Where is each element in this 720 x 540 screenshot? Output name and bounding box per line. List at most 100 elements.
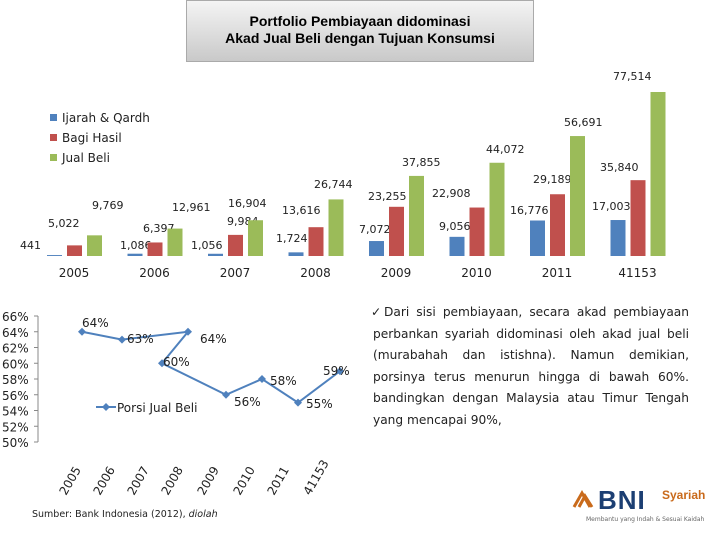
bar-value-label: 12,961 [172, 201, 211, 214]
x-tick-label: 2011 [542, 266, 573, 280]
slide-title-line-1: Portfolio Pembiayaan didominasi [249, 13, 471, 29]
bar-2005-jual-beli [87, 235, 102, 256]
point-label: 55% [306, 397, 333, 411]
bar-value-label: 6,397 [143, 222, 175, 235]
series-line-porsi-jual-beli [81, 330, 341, 404]
legend-swatch [50, 154, 57, 161]
bar-value-label: 1,086 [120, 239, 152, 252]
x-tick-label: 2005 [59, 266, 90, 280]
bar-2006-bagi-hasil [147, 242, 163, 256]
bar-value-label: 5,022 [48, 217, 80, 230]
x-tick-label: 2008 [300, 266, 331, 280]
bar-value-label: 29,189 [533, 173, 572, 186]
bar-2008-bagi-hasil [308, 227, 324, 256]
bar-2011-ijarah [530, 220, 545, 256]
bni-mark-icon [572, 489, 594, 508]
bar-2007-jual-beli [248, 220, 263, 256]
x-tick-label: 2005 [56, 464, 83, 497]
x-tick-label: 2006 [139, 266, 170, 280]
legend-swatch [50, 134, 57, 141]
bar-value-label: 9,056 [439, 220, 471, 233]
x-tick-label: 2007 [124, 464, 151, 497]
bar-2010-ijarah [449, 236, 465, 256]
y-tick-label: 66% [2, 310, 29, 324]
data-point [158, 359, 166, 368]
bar-value-label: 1,056 [191, 239, 223, 252]
y-tick-label: 62% [2, 342, 29, 356]
legend-marker [102, 403, 110, 411]
bar-value-label: 16,904 [228, 197, 267, 210]
data-point [258, 375, 266, 383]
y-tick-label: 54% [2, 405, 29, 419]
legend-swatch [50, 114, 57, 121]
bar-value-label: 26,744 [314, 178, 353, 191]
x-tick-label: 41153 [300, 457, 331, 497]
legend-label: Ijarah & Qardh [62, 111, 150, 125]
bni-syariah-logo: BNI Syariah Membantu yang Indah & Sesuai… [570, 485, 710, 527]
legend-label: Jual Beli [61, 151, 110, 165]
x-tick-label: 2010 [230, 464, 257, 497]
bar-2005-ijarah [47, 255, 62, 256]
legend-label: Bagi Hasil [62, 131, 122, 145]
x-tick-label: 2011 [264, 464, 291, 497]
logo-suffix: Syariah [662, 488, 706, 502]
slide-title: Portfolio Pembiayaan didominasi Akad Jua… [186, 0, 534, 62]
bar-value-label: 56,691 [564, 116, 603, 129]
logo-wordmark: BNI [598, 485, 646, 515]
point-label: 59% [323, 364, 350, 378]
x-tick-label: 2010 [461, 266, 492, 280]
data-point [118, 335, 126, 344]
bar-2008-jual-beli [328, 199, 344, 256]
bar-2010-jual-beli [489, 162, 505, 256]
bar-41153-jual-beli [650, 92, 666, 256]
bar-2011-jual-beli [570, 136, 585, 256]
bar-2008-ijarah [288, 252, 304, 256]
bar-2007-bagi-hasil [228, 234, 243, 256]
x-tick-label: 2008 [158, 464, 185, 497]
bar-chart: 441 5,022 9,769 2005 1,086 6,397 12,961 2006 1,0… [20, 70, 666, 280]
bar-2006-ijarah [127, 253, 143, 256]
checkmark-icon: ✓ [371, 305, 382, 319]
bar-value-label: 22,908 [432, 187, 471, 200]
commentary-text: Dari sisi pembiayaan, secara akad pembia… [373, 305, 689, 427]
y-tick-label: 52% [2, 420, 29, 434]
bar-value-label: 13,616 [282, 204, 321, 217]
bar-2007-ijarah [208, 253, 223, 256]
x-tick-label: 2006 [90, 464, 117, 497]
y-tick-label: 60% [2, 357, 29, 371]
bar-2009-ijarah [369, 241, 384, 256]
commentary-note: ✓ Dari sisi pembiayaan, secara akad pemb… [371, 302, 689, 431]
bar-2006-jual-beli [167, 228, 183, 256]
bar-41153-bagi-hasil [630, 180, 646, 256]
bar-value-label: 23,255 [368, 190, 407, 203]
bar-value-label: 77,514 [613, 70, 652, 83]
x-tick-label: 2009 [381, 266, 412, 280]
x-tick-label: 41153 [618, 266, 656, 280]
data-point [294, 398, 302, 407]
data-point [184, 327, 192, 336]
point-label: 58% [270, 374, 297, 388]
bar-value-label: 441 [20, 239, 41, 252]
point-label: 64% [200, 332, 227, 346]
bar-value-label: 9,769 [92, 199, 124, 212]
y-tick-label: 50% [2, 436, 29, 450]
bar-value-label: 16,776 [510, 204, 549, 217]
bar-value-label: 44,072 [486, 143, 525, 156]
source-suffix: diolah [188, 509, 218, 520]
bar-value-label: 17,003 [592, 200, 631, 213]
point-label: 56% [234, 395, 261, 409]
bar-value-label: 1,724 [276, 232, 308, 245]
data-point [78, 327, 86, 336]
bar-value-label: 37,855 [402, 156, 441, 169]
y-tick-label: 58% [2, 373, 29, 387]
bar-value-label: 7,072 [359, 223, 391, 236]
logo-tagline: Membantu yang Indah & Sesuai Kaidah [586, 516, 705, 523]
legend-label: Porsi Jual Beli [117, 401, 197, 415]
bar-2009-bagi-hasil [389, 206, 404, 256]
data-point [336, 367, 344, 376]
bar-value-label: 35,840 [600, 161, 639, 174]
bar-41153-ijarah [610, 220, 626, 256]
point-label: 63% [127, 332, 154, 346]
source-note: Sumber: Bank Indonesia (2012), diolah [32, 509, 218, 520]
x-tick-label: 2009 [194, 464, 221, 497]
